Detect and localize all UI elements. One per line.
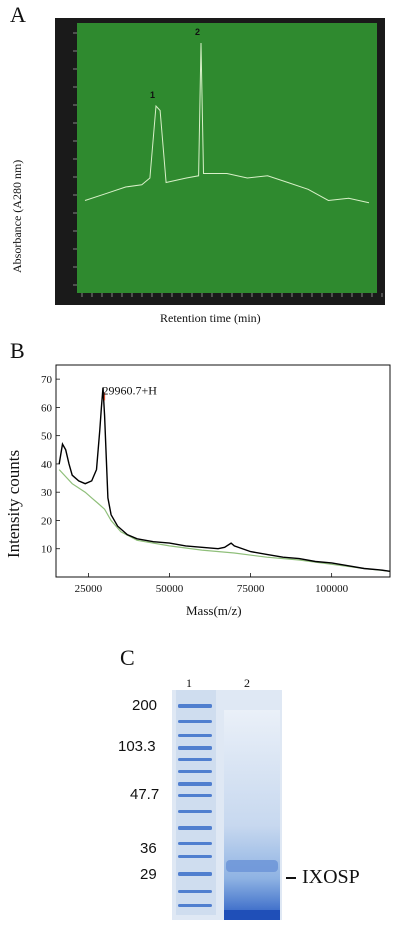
marker-band — [178, 855, 212, 858]
spectrum-series — [58, 387, 391, 572]
ixosp-band — [226, 860, 278, 872]
marker-label-47: 47.7 — [130, 786, 160, 803]
marker-band — [178, 794, 212, 797]
lane-2-label: 2 — [244, 676, 250, 690]
y-tick-label: 50 — [41, 431, 53, 443]
ixosp-label: IXOSP — [302, 866, 360, 888]
marker-band — [178, 826, 212, 830]
marker-band — [178, 746, 212, 750]
y-tick-label: 30 — [41, 487, 53, 499]
peak-annotation: 29960.7+H — [103, 383, 158, 397]
marker-label-36: 36 — [140, 840, 157, 857]
y-tick-label: 70 — [41, 374, 53, 386]
y-tick-label: 40 — [41, 459, 53, 471]
marker-label-103: 103.3 — [118, 738, 156, 755]
marker-band — [178, 720, 212, 723]
absorbance-trace — [84, 42, 370, 204]
x-tick-label: 100000 — [315, 583, 349, 595]
marker-band — [178, 890, 212, 893]
hplc-chart-svg: 12 — [73, 23, 383, 297]
panel-a-ylabel-wrap: Absorbance (A280 nm) — [4, 45, 30, 275]
panel-a-ylabel: Absorbance (A280 nm) — [10, 159, 24, 273]
marker-band — [178, 704, 212, 708]
marker-label-29: 29 — [140, 866, 157, 883]
x-tick-label: 50000 — [156, 583, 184, 595]
dye-front — [224, 910, 280, 920]
marker-band — [178, 810, 212, 813]
ixosp-annotation: IXOSP — [286, 866, 360, 889]
marker-band — [178, 734, 212, 737]
band-dash — [286, 876, 296, 879]
x-tick-label: 25000 — [75, 583, 103, 595]
lane-1-smear — [176, 690, 216, 915]
peak-label-1: 1 — [150, 90, 155, 100]
panel-b-ylabel-wrap: Intensity counts — [0, 360, 30, 580]
panel-b-label: B — [10, 338, 25, 363]
sds-page-gel — [172, 690, 282, 920]
panel-a-label: A — [10, 2, 26, 27]
gel-svg — [172, 690, 282, 920]
marker-band — [178, 758, 212, 761]
plot-frame — [55, 364, 391, 578]
y-tick-label: 60 — [41, 402, 53, 414]
marker-band — [178, 872, 212, 876]
x-tick-label: 75000 — [237, 583, 265, 595]
mass-spectrum: 10 20 30 40 50 60 70 25000 50000 75000 100000 29960… — [30, 355, 400, 600]
peak-label-2: 2 — [195, 27, 200, 37]
marker-band — [178, 842, 212, 845]
y-tick-label: 20 — [41, 515, 53, 527]
marker-label-200: 200 — [132, 697, 158, 714]
panel-c-label: C — [120, 645, 135, 670]
marker-band — [178, 782, 212, 786]
marker-band — [178, 770, 212, 773]
plot-background — [77, 23, 377, 293]
marker-band — [178, 904, 212, 907]
panel-b-ylabel: Intensity counts — [4, 449, 23, 558]
panel-a-xlabel: Retention time (min) — [160, 311, 261, 325]
lane-1-label: 1 — [186, 676, 192, 690]
spectrum-series — [58, 469, 391, 572]
y-tick-label: 10 — [41, 544, 53, 556]
panel-b-xlabel: Mass(m/z) — [186, 603, 242, 618]
mass-spectrum-svg: 10 20 30 40 50 60 70 25000 50000 75000 100000 29960… — [41, 364, 391, 595]
lane-2-smear — [224, 710, 280, 920]
